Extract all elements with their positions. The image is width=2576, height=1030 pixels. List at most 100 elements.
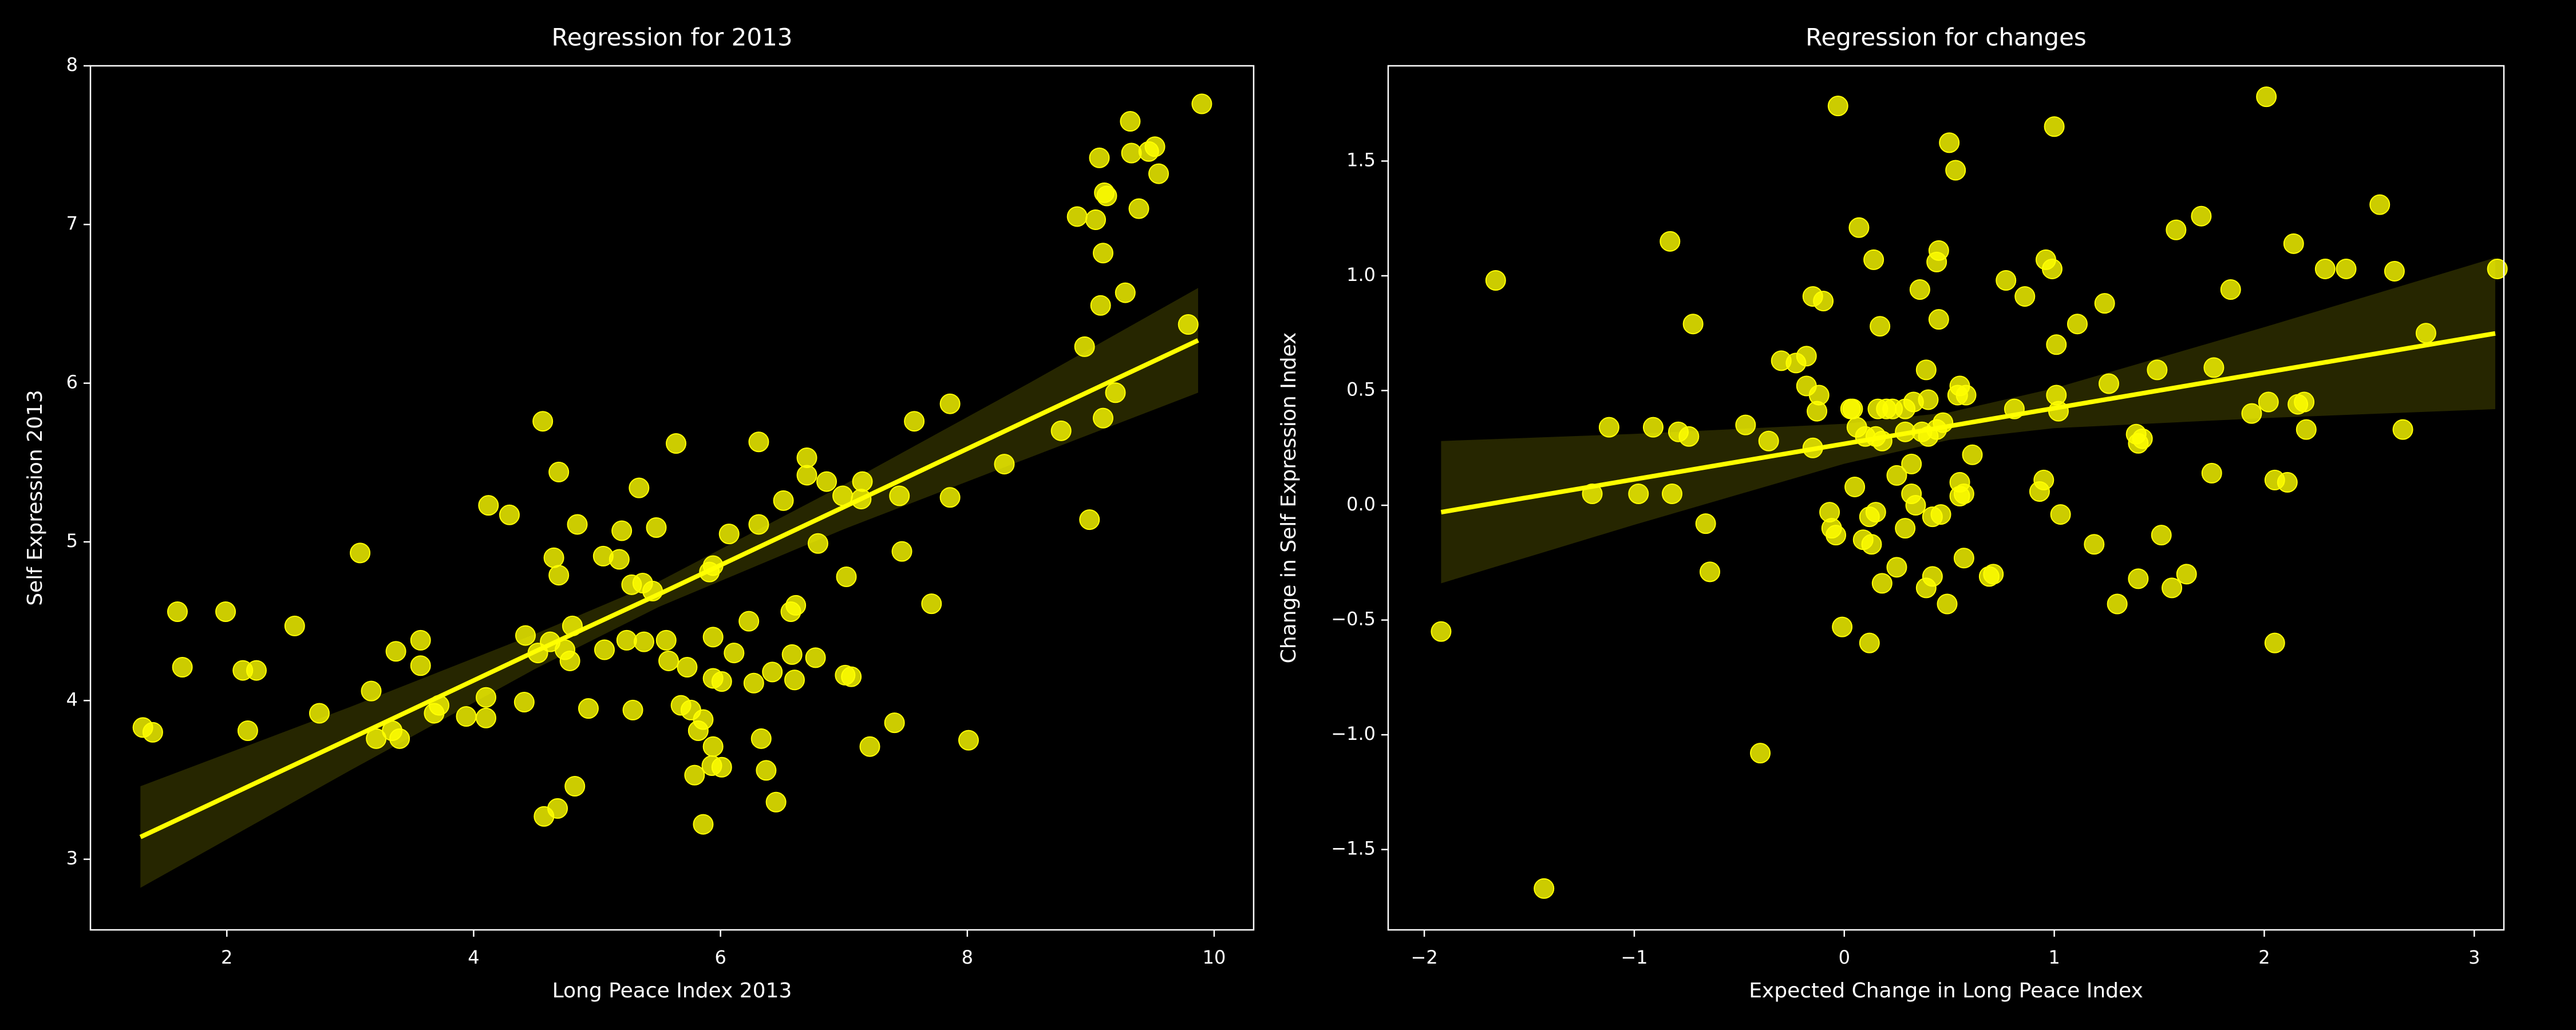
data-point [796, 447, 817, 468]
data-point [515, 625, 536, 646]
data-point [1090, 295, 1111, 316]
data-point [215, 601, 236, 622]
data-point [2487, 258, 2508, 279]
data-point [611, 520, 633, 541]
x-axis-label: Expected Change in Long Peace Index [1749, 979, 2143, 1003]
x-tick-label: 8 [962, 946, 973, 968]
data-point [2392, 419, 2413, 440]
data-point [939, 487, 961, 508]
data-point [609, 549, 630, 570]
data-point [1983, 564, 2004, 585]
data-point [796, 465, 817, 486]
data-point [693, 709, 714, 730]
data-point [1758, 430, 1779, 451]
data-point [921, 593, 942, 615]
data-point [1682, 314, 1704, 335]
data-point [666, 433, 687, 454]
y-tick-label: 5 [66, 530, 78, 552]
data-point [475, 687, 496, 708]
data-point [805, 647, 826, 668]
data-point [655, 629, 677, 651]
data-point [724, 643, 745, 664]
data-point [633, 631, 654, 652]
data-point [785, 595, 807, 616]
data-point [1534, 878, 1555, 899]
data-point [622, 699, 643, 720]
y-tick-label: −1.0 [1331, 723, 1376, 744]
data-point [1826, 525, 1847, 546]
data-point [904, 411, 925, 432]
x-tick-label: 6 [714, 946, 726, 968]
data-point [684, 764, 705, 786]
data-point [1886, 465, 1907, 486]
data-point [2369, 194, 2391, 215]
data-point [2046, 334, 2067, 355]
data-point [958, 730, 979, 751]
regression-line [1440, 331, 2496, 515]
data-point [410, 655, 431, 676]
data-point [748, 431, 769, 453]
data-point [167, 601, 188, 622]
data-point [939, 393, 961, 414]
data-point [1678, 426, 1700, 447]
y-tick-label: 0.5 [1346, 379, 1376, 401]
data-point [859, 736, 880, 757]
confidence-band [1441, 258, 2495, 584]
data-point [2050, 504, 2071, 525]
data-point [702, 627, 724, 648]
y-tick-label: 3 [66, 847, 78, 869]
data-point [237, 720, 258, 741]
data-point [884, 712, 905, 734]
data-point [1870, 316, 1891, 337]
data-point [532, 411, 554, 432]
data-point [2044, 116, 2065, 137]
data-point [889, 485, 910, 506]
data-point [658, 650, 679, 671]
data-point [1861, 534, 1882, 555]
data-point [2294, 391, 2315, 413]
data-point [1859, 632, 1880, 653]
y-axis-label: Change in Self Expression Index [1277, 332, 1301, 664]
data-point [172, 657, 193, 678]
data-point [1092, 243, 1113, 264]
data-point [548, 565, 570, 586]
data-point [2067, 314, 2088, 335]
y-axis-label: Self Expression 2013 [23, 390, 47, 606]
data-point [2283, 233, 2304, 254]
axes-frame [89, 65, 1255, 931]
data-point [2314, 258, 2336, 279]
data-point [1928, 240, 1949, 261]
data-point [1842, 398, 1863, 419]
data-point [284, 615, 305, 636]
data-point [385, 641, 406, 662]
data-point [1945, 160, 1966, 181]
data-point [1953, 548, 1974, 569]
data-point [594, 639, 615, 660]
data-point [738, 611, 760, 632]
data-point [1089, 147, 1110, 168]
data-point [1178, 314, 1199, 335]
x-axis-label: Long Peace Index 2013 [552, 979, 792, 1003]
data-point [2277, 472, 2298, 493]
y-tick-label: 4 [66, 688, 78, 710]
y-tick-label: 1.0 [1346, 264, 1376, 286]
data-point [1661, 483, 1682, 504]
data-point [1928, 309, 1949, 330]
data-point [1930, 504, 1951, 525]
data-point [1699, 561, 1720, 583]
data-point [1871, 573, 1893, 594]
data-point [1796, 346, 1817, 367]
data-point [1962, 444, 1983, 465]
data-point [567, 514, 588, 535]
data-point [677, 657, 698, 678]
x-tick-label: 10 [1203, 946, 1226, 968]
data-point [361, 680, 382, 702]
x-tick-label: 2 [221, 946, 232, 968]
data-point [784, 670, 805, 691]
data-point [852, 471, 873, 492]
data-point [1832, 616, 1853, 637]
data-point [816, 471, 837, 492]
chart-title: Regression for changes [1805, 23, 2087, 52]
